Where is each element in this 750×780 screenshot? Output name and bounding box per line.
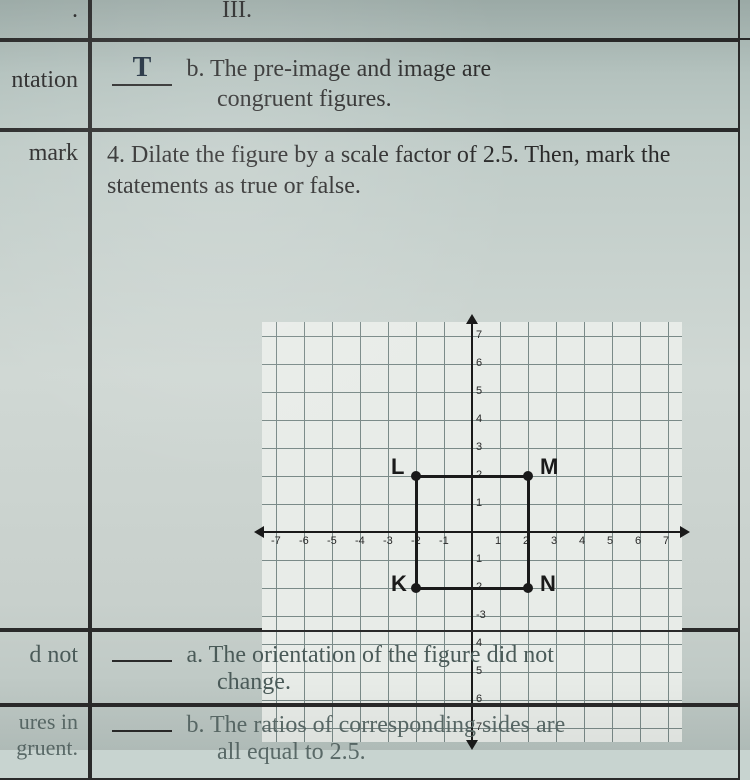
answer-T: T [133, 52, 152, 83]
cell-r3-right: 4. Dilate the figure by a scale factor o… [90, 130, 740, 630]
cell-r2-left: ntation [0, 40, 90, 130]
answer-blank-b2[interactable] [112, 730, 172, 732]
worksheet-page: . III. ntation T b. The pre-image and im… [0, 0, 750, 750]
r1-right-text: III. [222, 0, 252, 24]
cell-r5-left: ures in gruent. [0, 705, 90, 780]
cell-r1-right: III. [90, 0, 740, 40]
vertex-label-L: L [391, 454, 404, 480]
cell-r4-left: d not [0, 630, 90, 705]
vertex-M [523, 471, 533, 481]
r5-left-text2: gruent. [16, 735, 78, 761]
cell-r4-right: a. The orientation of the figure did not… [90, 630, 740, 705]
vertex-label-M: M [540, 454, 558, 480]
answer-blank-a[interactable] [112, 660, 172, 662]
r2-left-text: ntation [11, 67, 78, 94]
r5-left-text1: ures in [19, 709, 78, 735]
question-4: 4. Dilate the figure by a scale factor o… [107, 140, 723, 202]
vertex-N [523, 583, 533, 593]
r5-text: b. The ratios of corresponding sides are… [112, 712, 565, 765]
cell-r2-right: T b. The pre-image and image arecongruen… [90, 40, 740, 130]
vertex-L [411, 471, 421, 481]
vertex-label-K: K [391, 571, 407, 597]
edge-cell [738, 0, 750, 40]
answer-blank-b[interactable]: T [112, 52, 172, 86]
r4-left-text: d not [29, 642, 78, 669]
cell-r1-left: . [0, 0, 90, 40]
cell-r3-left: mark [0, 130, 90, 630]
cell-r5-right: b. The ratios of corresponding sides are… [90, 705, 740, 780]
r3-left-text: mark [29, 140, 78, 167]
vertex-label-N: N [540, 571, 556, 597]
vertex-K [411, 583, 421, 593]
r4-text: a. The orientation of the figure did not… [112, 642, 554, 695]
r1-left-text: . [72, 0, 78, 24]
